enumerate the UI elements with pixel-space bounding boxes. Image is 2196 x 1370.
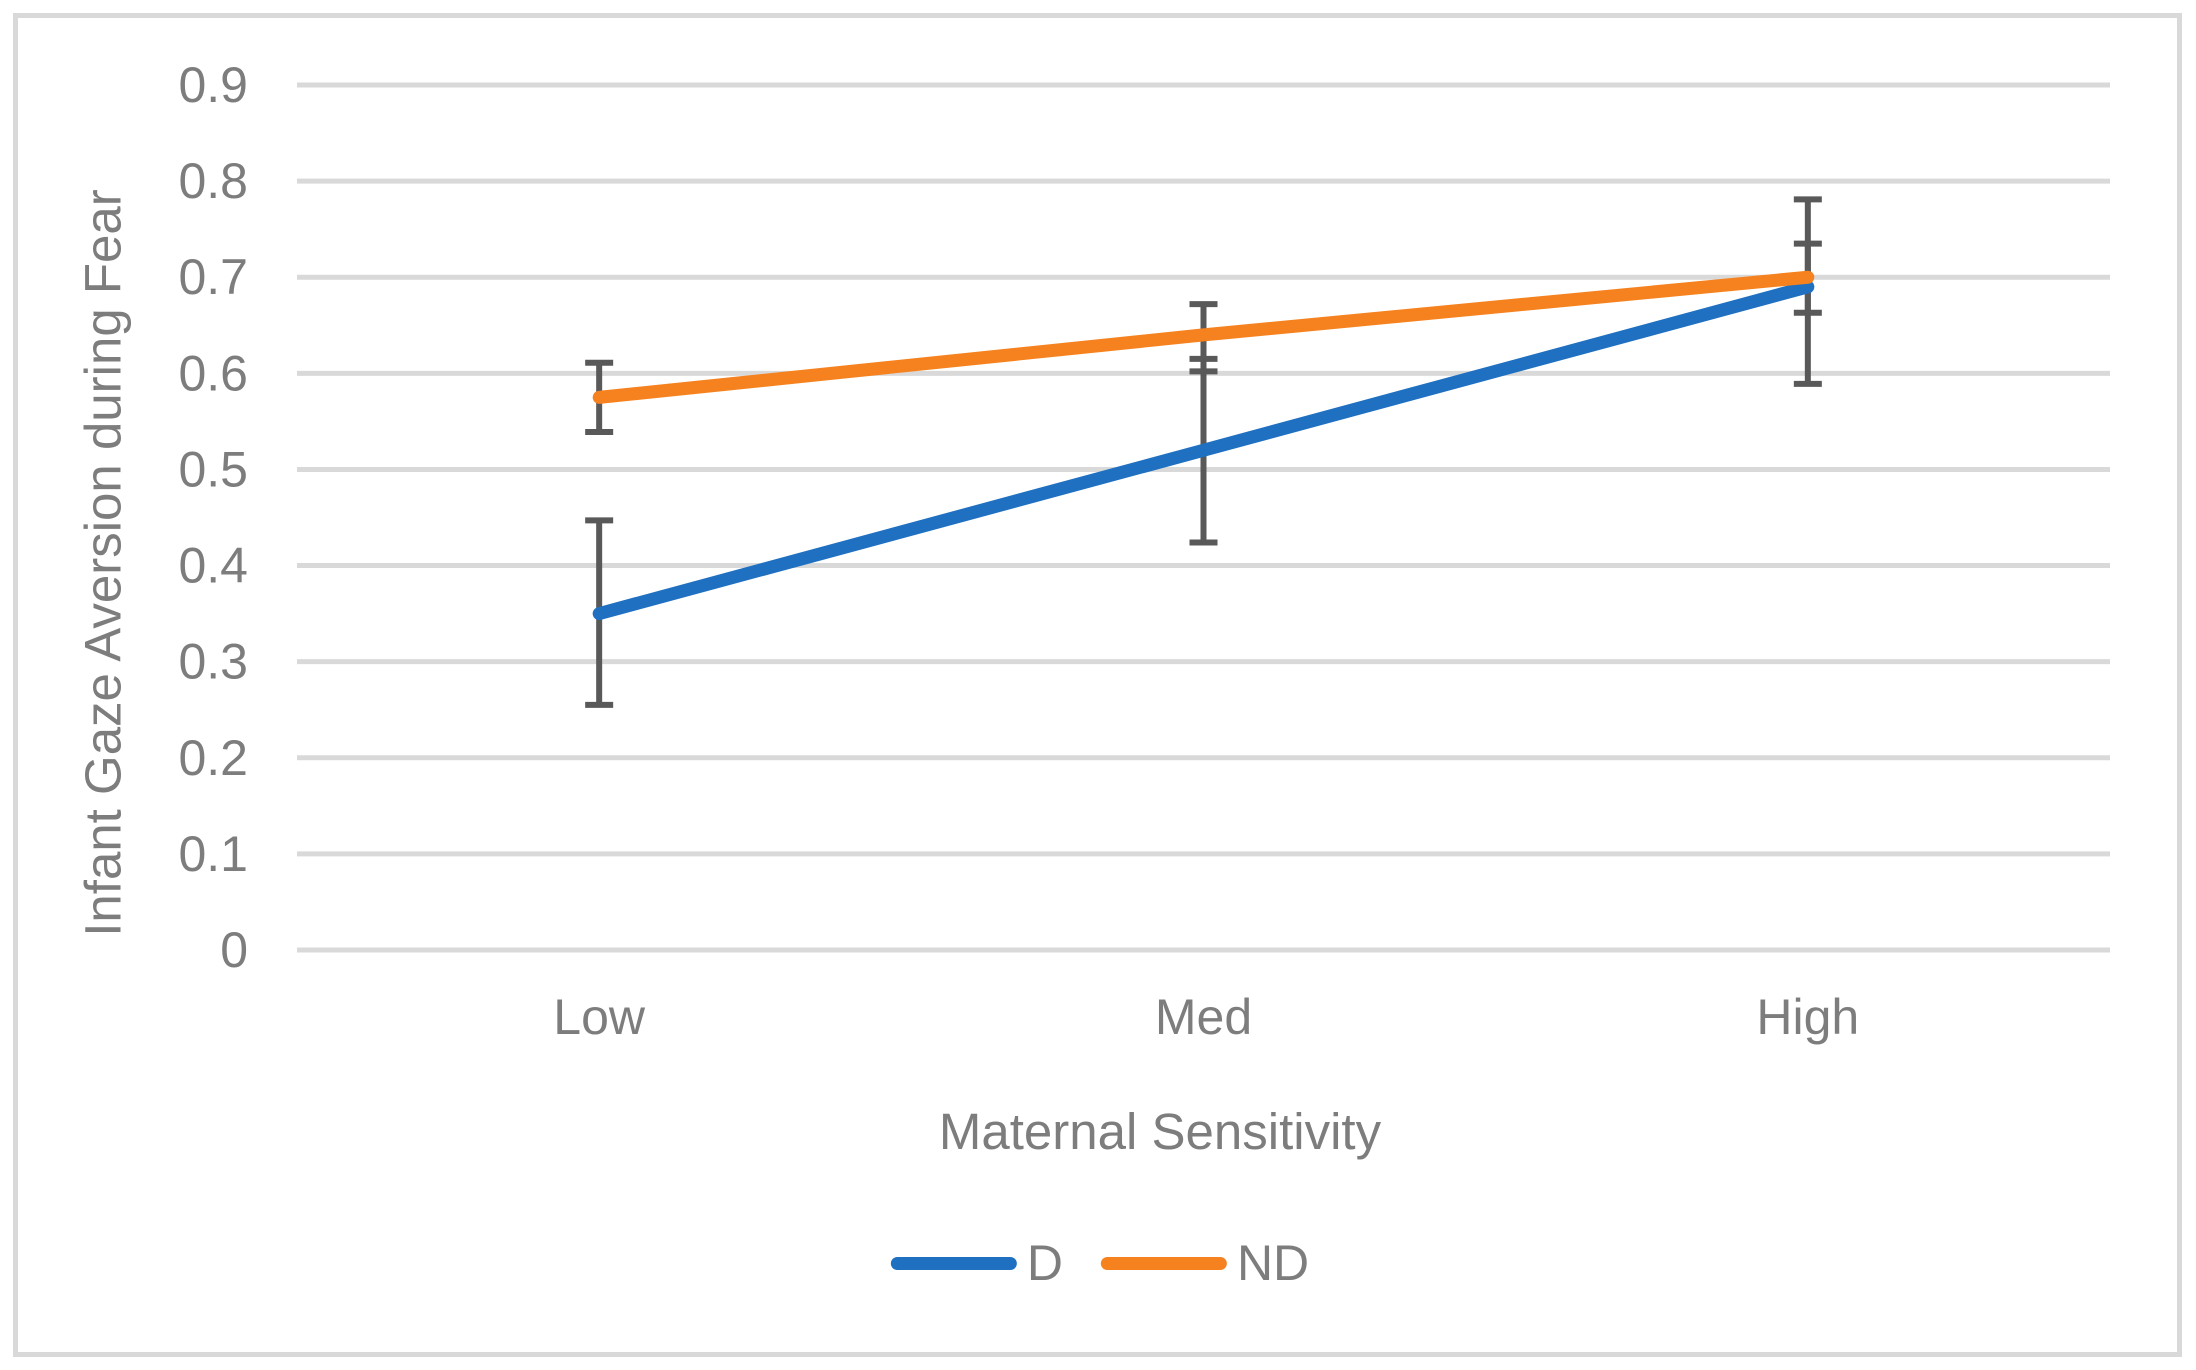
y-tick-label: 0.1 xyxy=(178,826,248,882)
x-category-label: Med xyxy=(1155,989,1252,1045)
legend-label-nd: ND xyxy=(1236,1235,1310,1291)
y-tick-label: 0.2 xyxy=(178,730,248,786)
legend: D ND xyxy=(890,1235,1310,1291)
y-tick-label: 0.7 xyxy=(178,249,248,305)
y-tick-label: 0.3 xyxy=(178,634,248,690)
legend-label-d: D xyxy=(1026,1235,1063,1291)
y-tick-label: 0.4 xyxy=(178,538,248,594)
y-tick-label: 0 xyxy=(220,922,248,978)
x-axis-title: Maternal Sensitivity xyxy=(938,1103,1382,1160)
legend-item-d: D xyxy=(890,1235,1063,1291)
series-line-D xyxy=(592,280,1815,621)
x-category-label: High xyxy=(1756,989,1859,1045)
legend-item-nd: ND xyxy=(1100,1235,1310,1291)
series-line-ND xyxy=(592,270,1815,404)
legend-line-swatch-d xyxy=(890,1256,1017,1270)
legend-line-swatch-nd xyxy=(1100,1256,1227,1270)
x-category-label: Low xyxy=(553,989,646,1045)
y-tick-label: 0.9 xyxy=(178,57,248,113)
y-tick-label: 0.6 xyxy=(178,345,248,401)
y-tick-label: 0.8 xyxy=(178,153,248,209)
y-axis-title: Infant Gaze Aversion during Fear xyxy=(74,189,132,937)
y-tick-label: 0.5 xyxy=(178,441,248,497)
